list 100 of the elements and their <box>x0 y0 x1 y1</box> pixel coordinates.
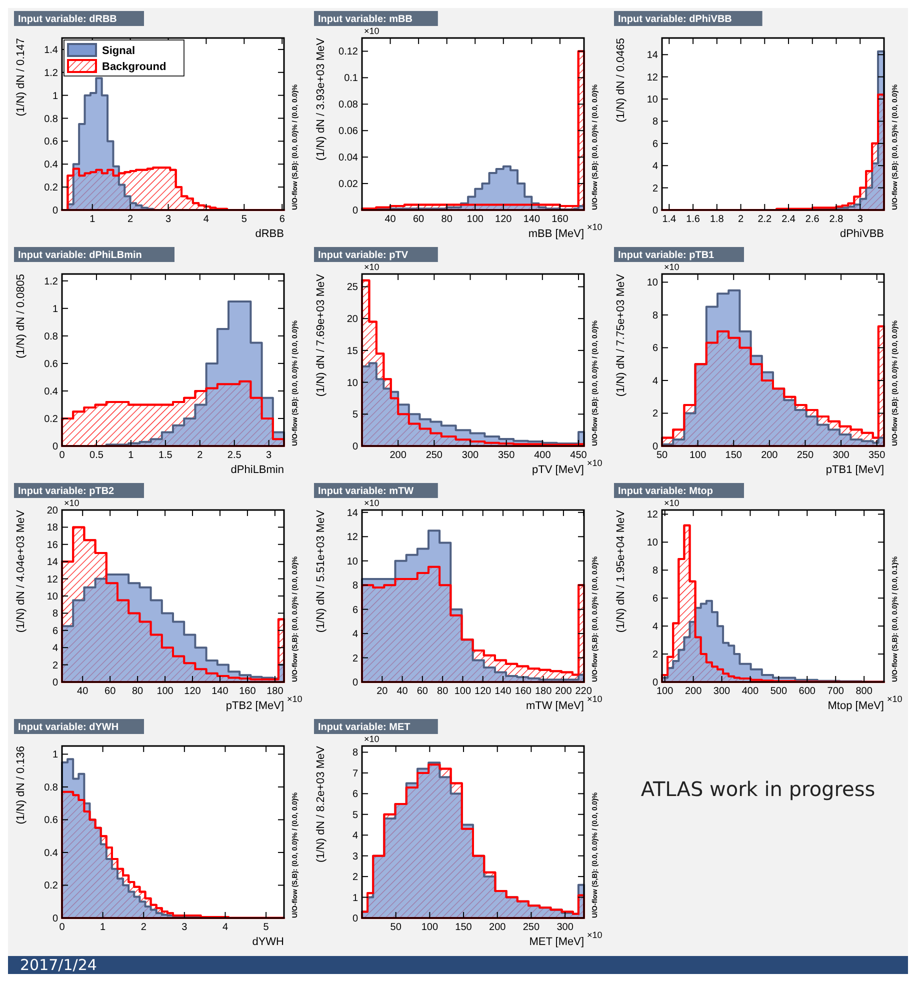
y-tick-label: 10 <box>46 592 58 602</box>
y-tick-label: 6 <box>652 343 658 354</box>
y-tick-label: 0 <box>352 206 358 216</box>
x-tick-label: 200 <box>489 922 506 933</box>
x-tick-label: 100 <box>466 214 484 225</box>
y-axis-title: (1/N) dN / 0.136 <box>15 746 27 824</box>
y-tick-label: 2 <box>52 660 58 672</box>
y-tick-label: 0 <box>352 914 358 924</box>
x-tick-label: 0 <box>59 922 66 933</box>
x-tick-label: 4 <box>222 922 228 933</box>
x-tick-label: 250 <box>796 450 814 461</box>
y-tick-label: 0.04 <box>338 152 358 164</box>
x-tick-label: 6 <box>279 214 286 225</box>
y-tick-label: 0 <box>52 678 58 688</box>
x-tick-label: 500 <box>770 686 788 697</box>
y-tick-label: 10 <box>646 538 658 549</box>
x-axis-title: mBB [MeV] <box>528 228 584 240</box>
y-tick-label: 0.2 <box>44 182 58 194</box>
y-axis-title: (1/N) dN / 0.0465 <box>615 38 627 122</box>
y-tick-label: 4 <box>352 830 358 842</box>
x-tick-label: 0 <box>59 450 66 461</box>
y-tick-label: 0 <box>652 678 658 688</box>
y-tick-label: 1 <box>52 90 58 102</box>
chart-title: Input variable: Mtop <box>618 486 713 497</box>
y-tick-label: 2 <box>652 408 658 420</box>
x-tick-label: 2.6 <box>805 214 820 225</box>
x-tick-label: 2.8 <box>829 214 844 225</box>
x-tick-label: 200 <box>684 686 702 697</box>
x-axis-title: pTV [MeV] <box>532 464 584 476</box>
y-tick-label: 1.4 <box>44 44 58 56</box>
x-tick-label: 60 <box>413 214 425 225</box>
y-tick-label: 0 <box>352 678 358 688</box>
y-tick-label: 0.8 <box>44 331 58 342</box>
y-tick-label: 10 <box>646 94 658 106</box>
x-tick-label: 120 <box>474 686 492 697</box>
x-tick-label: 100 <box>421 922 438 933</box>
x-tick-label: 2 <box>738 214 744 225</box>
x-tick-label: 80 <box>437 686 449 697</box>
y-tick-label: 6 <box>52 626 58 637</box>
y-tick-label: 5 <box>352 810 358 821</box>
x-tick-label: 3 <box>182 922 188 933</box>
x-tick-label: 4 <box>203 214 210 225</box>
x-tick-label: 220 <box>575 686 592 697</box>
x-tick-label: 400 <box>534 450 552 461</box>
x-tick-label: 120 <box>495 214 512 225</box>
y-tick-label: 5 <box>352 410 358 421</box>
x-tick-label: 100 <box>156 686 174 697</box>
text: ×10 <box>64 498 80 508</box>
x-tick-label: 150 <box>725 450 742 461</box>
y-tick-label: 4 <box>652 161 658 172</box>
x-tick-label: 3 <box>165 214 172 225</box>
text: ×10 <box>664 262 680 272</box>
x-tick-label: 1 <box>100 922 106 933</box>
text: ×10 <box>587 222 602 232</box>
y-tick-label: 8 <box>352 580 358 592</box>
x-tick-label: 5 <box>241 214 248 225</box>
y-tick-label: 4 <box>652 376 658 387</box>
text: ATLAS work in progress <box>640 777 876 801</box>
y-tick-label: 4 <box>52 643 58 654</box>
text: ×10 <box>364 26 380 36</box>
x-tick-label: 1.5 <box>158 450 173 461</box>
y-tick-label: 12 <box>646 510 658 521</box>
y-tick-label: 8 <box>52 608 58 620</box>
y-tick-label: 0 <box>52 914 58 924</box>
text: ×10 <box>664 498 680 508</box>
y-tick-label: 20 <box>346 314 358 326</box>
y-tick-label: 10 <box>646 278 658 289</box>
y-tick-label: 12 <box>646 72 658 84</box>
x-tick-label: 800 <box>856 686 873 697</box>
x-axis-title: dYWH <box>252 936 284 948</box>
y-tick-label: 0.02 <box>338 179 358 190</box>
y-tick-label: 0.8 <box>44 782 58 794</box>
x-tick-label: 300 <box>832 450 850 461</box>
x-tick-label: 2 <box>128 214 134 225</box>
x-axis-title: MET [MeV] <box>529 936 584 948</box>
x-tick-label: 350 <box>498 450 516 461</box>
y-axis-title: (1/N) dN / 7.69e+03 MeV <box>315 273 327 397</box>
x-tick-label: 3 <box>857 214 864 225</box>
y-tick-label: 0.06 <box>338 126 358 138</box>
y-tick-label: 1.2 <box>44 68 58 79</box>
x-tick-label: 40 <box>77 686 89 697</box>
y-tick-label: 12 <box>346 532 358 544</box>
x-tick-label: 160 <box>239 686 256 697</box>
x-axis-title: mTW [MeV] <box>526 700 584 712</box>
x-tick-label: 250 <box>522 922 540 933</box>
y-axis-title: (1/N) dN / 4.04e+03 MeV <box>15 509 27 633</box>
y-tick-label: 14 <box>46 557 58 568</box>
text: ×10 <box>364 734 380 744</box>
y-tick-label: 2 <box>352 653 358 664</box>
y-tick-label: 8 <box>352 748 358 759</box>
y-tick-label: 14 <box>646 50 658 62</box>
x-tick-label: 60 <box>104 686 116 697</box>
text: ×10 <box>587 930 602 940</box>
y-tick-label: 14 <box>346 508 358 519</box>
x-tick-label: 200 <box>390 450 407 461</box>
x-tick-label: 200 <box>761 450 778 461</box>
x-tick-label: 140 <box>523 214 540 225</box>
x-tick-label: 2.5 <box>227 450 242 461</box>
x-axis-title: dPhiLBmin <box>230 464 284 476</box>
y-tick-label: 0.6 <box>44 358 58 370</box>
